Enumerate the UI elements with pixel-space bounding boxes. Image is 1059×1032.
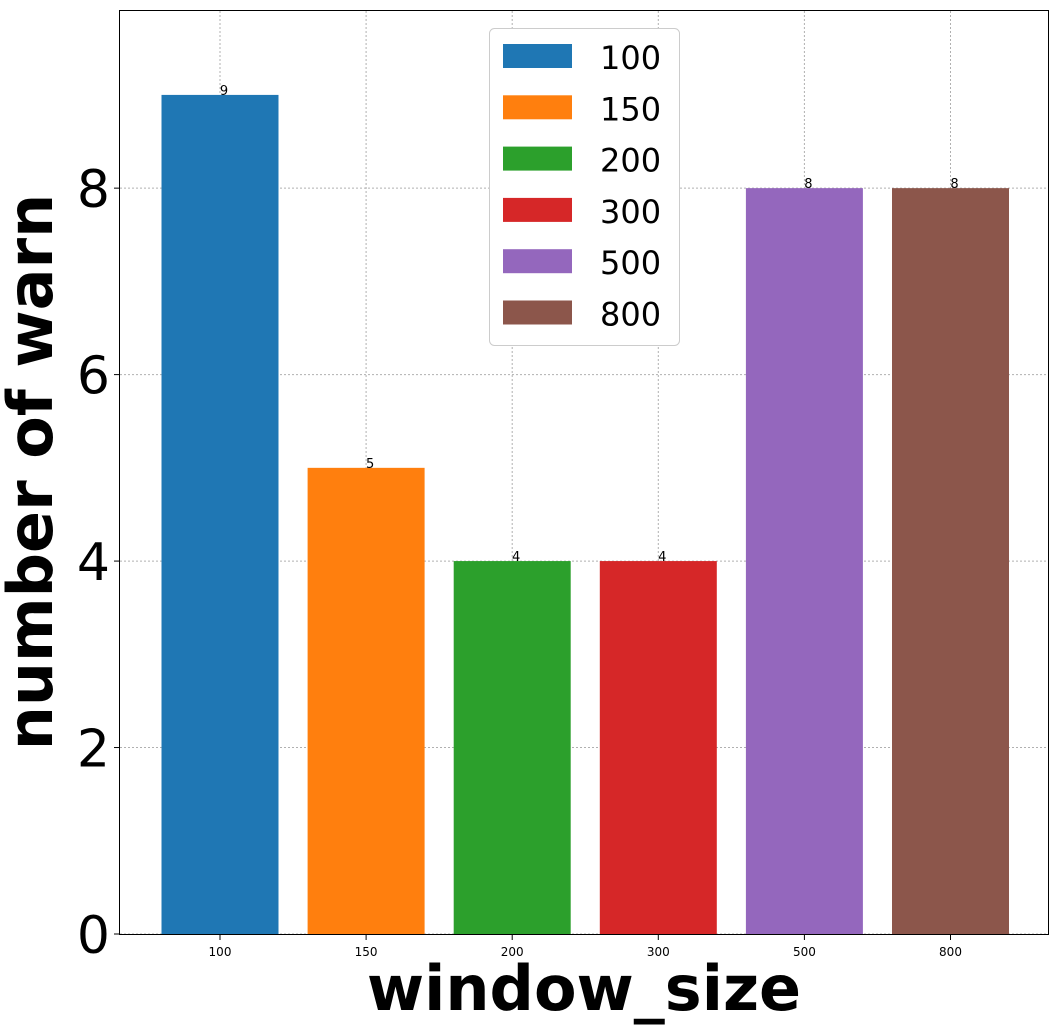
y-tick-label-8: 8	[77, 160, 110, 220]
bar-100	[161, 94, 279, 935]
plot-area-frame	[119, 10, 1049, 935]
x-tick-label-300: 300	[647, 945, 670, 959]
x-tick-label-100: 100	[209, 945, 232, 959]
bar-value-label-100: 9	[220, 84, 228, 99]
legend: 100 150 200 300 500 800	[489, 28, 680, 346]
legend-label-800: 800	[600, 296, 661, 334]
x-tick-label-150: 150	[355, 945, 378, 959]
bar-value-label-800: 8	[950, 177, 958, 192]
legend-swatch-100	[503, 44, 572, 68]
legend-swatch-800	[503, 300, 572, 325]
bar-value-label-150: 5	[366, 457, 374, 472]
legend-swatch-500	[503, 249, 572, 274]
legend-label-100: 100	[600, 39, 661, 77]
bars-layer	[161, 94, 1009, 935]
x-tick-label-200: 200	[501, 945, 524, 959]
legend-label-500: 500	[600, 244, 661, 282]
x-axis-ticks: 100 150 200 300 500 800	[209, 934, 962, 959]
bar-300	[599, 561, 717, 934]
bar-500	[745, 188, 863, 934]
data-labels-layer: 9 5 4 4 8 8	[220, 84, 959, 565]
legend-swatch-200	[503, 146, 572, 171]
legend-label-150: 150	[600, 90, 661, 128]
legend-swatch-300	[503, 197, 572, 222]
bar-200	[453, 561, 571, 934]
bar-150	[307, 467, 425, 934]
y-axis-ticks: 0 2 4 6 8	[77, 160, 120, 966]
bar-800	[892, 188, 1009, 934]
y-tick-label-6: 6	[77, 347, 110, 407]
x-axis-title: window_size	[367, 952, 801, 1025]
legend-label-300: 300	[600, 193, 661, 231]
x-tick-label-500: 500	[793, 945, 816, 959]
legend-swatch-150	[503, 95, 572, 120]
y-tick-label-4: 4	[77, 533, 110, 593]
legend-label-200: 200	[600, 142, 661, 180]
y-tick-label-0: 0	[77, 906, 110, 966]
bar-value-label-500: 8	[804, 177, 812, 192]
bar-value-label-300: 4	[658, 550, 666, 565]
x-tick-label-800: 800	[939, 945, 962, 959]
bar-value-label-200: 4	[512, 550, 520, 565]
y-axis-title: number of warn	[0, 194, 67, 750]
y-tick-label-2: 2	[77, 720, 110, 780]
